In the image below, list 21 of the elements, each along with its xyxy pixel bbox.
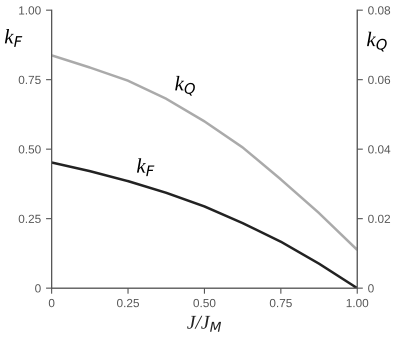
x-tick-label: 0.25: [117, 298, 140, 308]
y-tick-label: 0.75: [18, 76, 41, 84]
series-label: k$_{Q}$: [175, 76, 195, 96]
x-tick-label: 1.00: [346, 298, 368, 308]
x-tick-label: 0.50: [193, 298, 216, 308]
y2-tick-label: 0.08: [368, 6, 390, 15]
x-axis-title: J/J$_{M}$: [187, 316, 222, 332]
y-axis-title: k$_{F}$: [4, 28, 22, 47]
y-tick-label: 0.50: [18, 145, 41, 154]
y2-axis-title: k$_{Q}$: [367, 32, 387, 52]
line-series: [52, 54, 358, 252]
y2-tick-label: 0.06: [368, 76, 390, 84]
y-tick-label: 0.25: [18, 214, 41, 224]
x-tick-label: 0: [48, 298, 54, 308]
y-tick-label: 1.00: [19, 6, 41, 15]
y2-tick-label: 0.02: [368, 214, 390, 224]
y-tick-label: 0: [35, 284, 41, 293]
y2-tick-label: 0: [368, 284, 374, 293]
x-tick-label: 0.75: [270, 298, 292, 308]
y2-tick-label: 0.04: [368, 145, 390, 154]
series-label: k$_{F}$: [136, 158, 154, 176]
